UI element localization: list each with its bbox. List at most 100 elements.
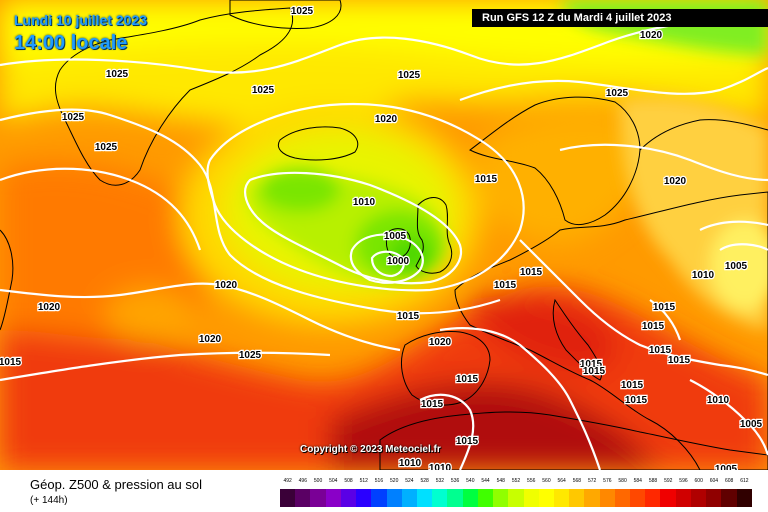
isobar-label: 1020 (428, 336, 453, 350)
legend-swatch (432, 489, 448, 507)
map-canvas: 1025 1025 1025 1025 1025 1025 1020 1020 1025 1020… (0, 0, 768, 470)
isobar-label: 1020 (198, 333, 223, 347)
svg-text:1020: 1020 (375, 114, 398, 125)
forecast-time: 14:00 locale (14, 32, 128, 54)
isobar-label: 1020 (639, 29, 664, 43)
isobar-label: 1015 (474, 173, 499, 187)
isobars (0, 13, 768, 470)
coastlines (0, 0, 768, 470)
legend-value: 596 (679, 478, 688, 484)
svg-text:1025: 1025 (291, 6, 314, 17)
pressure-labels: 1025 1025 1025 1025 1025 1025 1020 1020 1025 1020… (0, 5, 764, 470)
legend-swatch (340, 489, 357, 507)
isobar-label: 1015 (519, 266, 544, 280)
copyright-text: Copyright © 2023 Meteociel.fr (300, 444, 441, 455)
map-variable-title: Géop. Z500 & pression au sol (30, 477, 202, 492)
isobar-label: 1015 (582, 365, 607, 379)
legend-value: 516 (374, 478, 384, 484)
isobar-label: 1025 (94, 141, 119, 155)
legend-value: 580 (618, 478, 627, 484)
isobar-label: 1025 (61, 111, 86, 125)
svg-text:1010: 1010 (429, 463, 452, 470)
legend-value: 584 (633, 478, 642, 484)
svg-text:1015: 1015 (621, 380, 644, 391)
legend-value: 608 (724, 478, 734, 484)
legend-swatch (660, 489, 676, 507)
svg-text:1015: 1015 (580, 359, 603, 370)
isobar-label: 1015 (420, 398, 445, 412)
legend-swatch (371, 489, 387, 507)
svg-text:1020: 1020 (429, 337, 452, 348)
isobar-label: 1015 (455, 435, 480, 449)
isobar-label: 1015 (667, 354, 692, 368)
isobar-label: 1020 (37, 301, 62, 315)
svg-text:1010: 1010 (692, 270, 715, 281)
isobar-label: 1025 (605, 87, 630, 101)
legend-value: 528 (420, 478, 429, 484)
isobar-label: 1025 (238, 349, 263, 363)
model-run-label: Run GFS 12 Z du Mardi 4 juillet 2023 (472, 9, 768, 27)
svg-text:1025: 1025 (62, 112, 85, 123)
legend-value: 564 (557, 478, 566, 484)
color-legend: 492 496 500 504 508 512 516 520 524 528 532 536 540 5… (280, 478, 752, 508)
legend-swatch (356, 489, 372, 507)
svg-text:1005: 1005 (740, 419, 763, 430)
legend-swatch (280, 489, 296, 507)
isobar-label: 1015 (396, 310, 421, 324)
legend-value: 556 (527, 478, 536, 484)
isobar-label: 1010 (428, 462, 453, 470)
legend-swatch (614, 489, 631, 507)
svg-text:1020: 1020 (664, 176, 687, 187)
isobar-label: 1010 (691, 269, 716, 283)
svg-text:1015: 1015 (0, 357, 22, 368)
legend-value: 612 (740, 478, 749, 484)
legend-swatch (325, 489, 341, 507)
svg-text:1015: 1015 (520, 267, 543, 278)
legend-value: 496 (298, 478, 307, 484)
legend-value: 552 (511, 478, 521, 484)
legend-swatch (569, 489, 585, 507)
legend-swatch (538, 489, 554, 507)
svg-text:1010: 1010 (707, 395, 730, 406)
svg-text:1025: 1025 (606, 88, 629, 99)
forecast-date: Lundi 10 juillet 2023 (14, 12, 148, 28)
isobar-label: 1025 (290, 5, 315, 19)
svg-text:1015: 1015 (494, 280, 517, 291)
isobar-label: 1010 (398, 457, 423, 470)
isobar-label: 1015 (652, 301, 677, 315)
legend-value: 492 (283, 478, 292, 484)
legend-swatch (462, 489, 478, 507)
legend-swatch (721, 489, 737, 507)
svg-text:1005: 1005 (715, 464, 738, 470)
legend-value: 568 (572, 478, 582, 484)
isobar-label: 1015 (579, 358, 604, 372)
legend-swatch (553, 489, 570, 507)
weather-map: 1025 1025 1025 1025 1025 1025 1020 1020 1025 1020… (0, 0, 768, 470)
isobar-label: 1015 (624, 394, 649, 408)
svg-text:1020: 1020 (640, 30, 663, 41)
isobar-label: 1025 (105, 68, 130, 82)
legend-value: 604 (709, 478, 719, 484)
svg-text:1020: 1020 (199, 334, 222, 345)
legend-swatch (493, 489, 509, 507)
svg-text:1015: 1015 (649, 345, 672, 356)
isobar-label: 1005 (724, 260, 749, 274)
svg-text:1025: 1025 (95, 142, 118, 153)
legend-value: 560 (542, 478, 551, 484)
legend-bar (280, 489, 752, 507)
svg-text:1020: 1020 (38, 302, 61, 313)
svg-text:1015: 1015 (397, 311, 420, 322)
legend-swatch (706, 489, 722, 507)
legend-swatch (736, 489, 752, 507)
legend-value: 524 (405, 478, 414, 484)
legend-swatch (645, 489, 661, 507)
legend-value: 500 (313, 478, 323, 484)
svg-text:1005: 1005 (725, 261, 748, 272)
isobar-label: 1015 (0, 356, 23, 370)
isobar-label: 1010 (352, 196, 377, 210)
isobar-label: 1005 (714, 463, 739, 470)
svg-text:1010: 1010 (353, 197, 376, 208)
legend-swatch (508, 489, 524, 507)
legend-value: 508 (344, 478, 353, 484)
svg-text:1015: 1015 (653, 302, 676, 313)
